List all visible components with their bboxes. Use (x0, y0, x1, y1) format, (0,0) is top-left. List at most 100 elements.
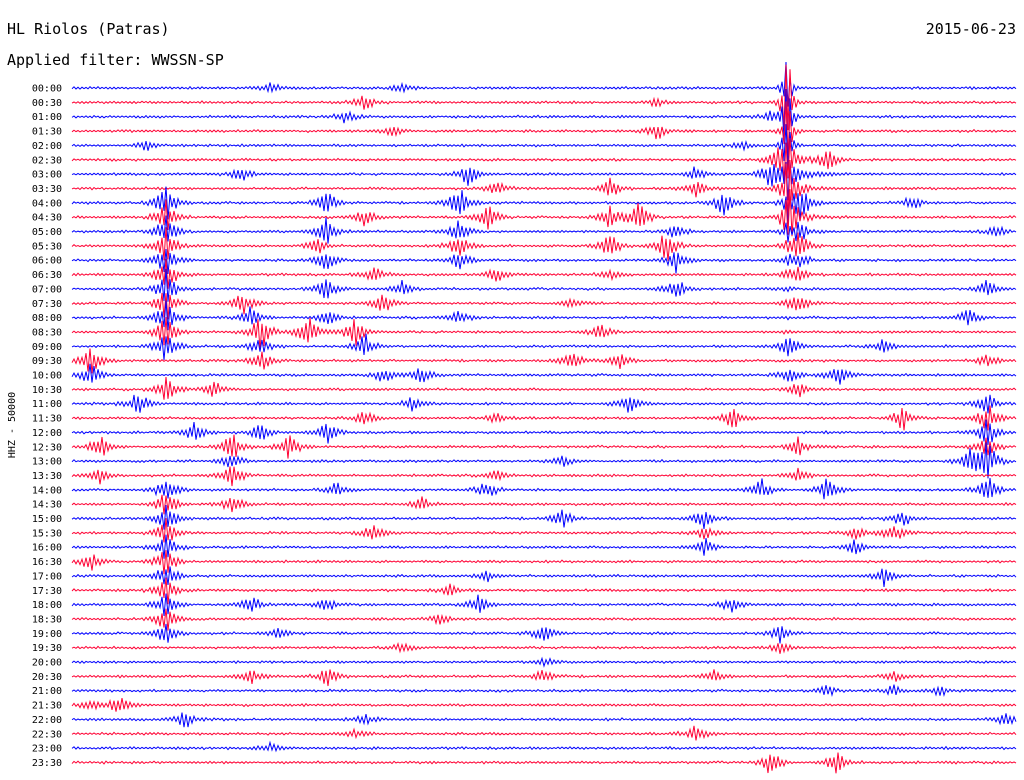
trace-0500 (71, 215, 1017, 244)
tick-label-2000: 20:00 (32, 658, 62, 669)
tick-label-1530: 15:30 (32, 528, 62, 539)
trace-1900 (71, 623, 1017, 644)
tick-label-0330: 03:30 (32, 184, 62, 195)
station-title: HL Riolos (Patras) (7, 20, 170, 38)
tick-label-1930: 19:30 (32, 643, 62, 654)
trace-0230 (71, 137, 1017, 182)
tick-label-0800: 08:00 (32, 313, 62, 324)
tick-label-0000: 00:00 (32, 84, 62, 95)
tick-label-1400: 14:00 (32, 485, 62, 496)
trace-1400 (71, 478, 1017, 500)
tick-label-0130: 01:30 (32, 127, 62, 138)
trace-0430 (71, 189, 1017, 237)
tick-label-1130: 11:30 (32, 414, 62, 425)
trace-1930 (71, 641, 1017, 654)
tick-label-0630: 06:30 (32, 270, 62, 281)
tick-label-2230: 22:30 (32, 729, 62, 740)
filter-label: Applied filter: WWSSN-SP (7, 51, 224, 69)
trace-0600 (71, 249, 1017, 275)
tick-label-1300: 13:00 (32, 457, 62, 468)
tick-label-1730: 17:30 (32, 586, 62, 597)
trace-0800 (71, 300, 1017, 331)
tick-label-1200: 12:00 (32, 428, 62, 439)
trace-0200 (71, 124, 1017, 170)
y-axis-label: HHZ - 50000 (7, 392, 18, 458)
tick-label-0930: 09:30 (32, 356, 62, 367)
tick-label-0700: 07:00 (32, 284, 62, 295)
trace-1300 (71, 442, 1017, 479)
tick-label-2100: 21:00 (32, 686, 62, 697)
tick-label-0230: 02:30 (32, 155, 62, 166)
tick-label-0030: 00:30 (32, 98, 62, 109)
tick-label-1800: 18:00 (32, 600, 62, 611)
trace-0400 (71, 186, 1017, 224)
tick-label-1630: 16:30 (32, 557, 62, 568)
trace-2030 (71, 669, 1017, 687)
tick-label-0200: 02:00 (32, 141, 62, 152)
trace-1430 (71, 494, 1017, 515)
trace-1530 (71, 518, 1017, 543)
trace-2300 (71, 740, 1017, 753)
tick-label-1100: 11:00 (32, 399, 62, 410)
trace-1800 (71, 593, 1017, 616)
tick-label-0530: 05:30 (32, 241, 62, 252)
trace-2200 (71, 712, 1017, 728)
tick-label-0300: 03:00 (32, 170, 62, 181)
tick-label-0900: 09:00 (32, 342, 62, 353)
trace-1500 (71, 504, 1017, 530)
trace-1230 (71, 434, 1017, 459)
tick-label-2300: 23:00 (32, 744, 62, 755)
tick-label-0830: 08:30 (32, 327, 62, 338)
tick-label-1330: 13:30 (32, 471, 62, 482)
tick-label-2030: 20:30 (32, 672, 62, 683)
tick-label-0400: 04:00 (32, 198, 62, 209)
trace-1000 (71, 363, 1017, 385)
tick-label-1600: 16:00 (32, 543, 62, 554)
trace-0300 (71, 161, 1017, 201)
trace-0730 (71, 292, 1017, 320)
tick-label-1230: 12:30 (32, 442, 62, 453)
trace-2230 (71, 725, 1017, 741)
trace-2130 (71, 698, 1017, 712)
tick-label-1700: 17:00 (32, 571, 62, 582)
trace-1030 (71, 376, 1017, 400)
trace-0700 (71, 268, 1017, 302)
tick-label-1900: 19:00 (32, 629, 62, 640)
trace-1130 (71, 405, 1017, 431)
trace-0900 (71, 333, 1017, 361)
tick-label-1000: 10:00 (32, 371, 62, 382)
trace-0130 (71, 101, 1017, 157)
trace-0630 (71, 258, 1017, 289)
trace-2100 (71, 684, 1017, 698)
tick-label-2130: 21:30 (32, 701, 62, 712)
tick-label-2200: 22:00 (32, 715, 62, 726)
date-label: 2015-06-23 (925, 20, 1016, 38)
tick-label-2330: 23:30 (32, 758, 62, 769)
trace-group (71, 61, 1017, 774)
trace-0100 (71, 88, 1017, 171)
tick-label-0430: 04:30 (32, 213, 62, 224)
trace-0930 (71, 348, 1017, 374)
trace-2330 (71, 752, 1017, 774)
trace-1630 (71, 550, 1017, 575)
tick-label-1830: 18:30 (32, 614, 62, 625)
tick-label-1430: 14:30 (32, 500, 62, 511)
tick-label-0600: 06:00 (32, 256, 62, 267)
tick-label-0730: 07:30 (32, 299, 62, 310)
tick-label-1500: 15:00 (32, 514, 62, 525)
trace-2000 (71, 656, 1017, 668)
trace-1330 (71, 466, 1017, 487)
time-axis: 00:00 00:30 01:00 01:30 02:00 02:30 03:00 03:30… (32, 84, 62, 769)
trace-0000 (71, 61, 1017, 107)
tick-label-0100: 01:00 (32, 112, 62, 123)
trace-1200 (71, 419, 1017, 445)
trace-0030 (71, 64, 1017, 131)
trace-1100 (71, 394, 1017, 414)
trace-1600 (71, 534, 1017, 559)
tick-label-0500: 05:00 (32, 227, 62, 238)
trace-0830 (71, 317, 1017, 351)
trace-1830 (71, 608, 1017, 631)
tick-label-1030: 10:30 (32, 385, 62, 396)
trace-0330 (71, 159, 1017, 220)
